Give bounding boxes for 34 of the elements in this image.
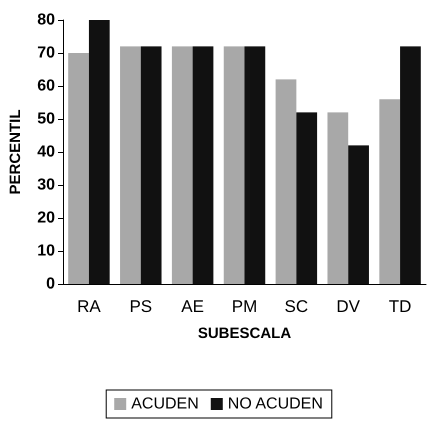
bar bbox=[192, 46, 214, 284]
x-axis-title: SUBESCALA bbox=[198, 325, 292, 342]
x-tick-label: SC bbox=[284, 297, 308, 316]
bar bbox=[244, 46, 266, 284]
x-tick-label: TD bbox=[388, 297, 412, 316]
y-tick-label: 30 bbox=[37, 176, 56, 194]
bar bbox=[296, 112, 318, 284]
bar bbox=[68, 53, 89, 284]
bar bbox=[327, 112, 348, 284]
bar bbox=[88, 20, 110, 284]
bar bbox=[379, 99, 400, 284]
bar bbox=[400, 46, 421, 284]
x-tick-label: DV bbox=[336, 297, 361, 316]
bar bbox=[172, 46, 193, 284]
legend-label: ACUDEN bbox=[131, 396, 199, 412]
x-tick-label: AE bbox=[181, 297, 204, 316]
bar bbox=[140, 46, 162, 284]
x-tick-label: RA bbox=[77, 297, 102, 316]
legend-label: NO ACUDEN bbox=[228, 396, 323, 412]
y-tick-label: 20 bbox=[37, 210, 56, 226]
bar bbox=[348, 145, 369, 284]
y-tick-label: 60 bbox=[37, 78, 56, 94]
bar bbox=[224, 46, 244, 284]
x-tick-label: PM bbox=[232, 297, 258, 316]
y-tick-label: 80 bbox=[37, 12, 56, 28]
bar bbox=[276, 79, 296, 284]
y-axis-title: PERCENTIL bbox=[7, 109, 24, 195]
y-tick-label: 50 bbox=[37, 110, 56, 128]
y-tick-label: 40 bbox=[37, 144, 56, 160]
y-tick-label: 70 bbox=[37, 44, 56, 62]
y-tick-label: 0 bbox=[46, 276, 56, 292]
x-tick-label: PS bbox=[129, 297, 152, 316]
y-tick-label: 10 bbox=[37, 242, 56, 260]
bar bbox=[120, 46, 141, 284]
